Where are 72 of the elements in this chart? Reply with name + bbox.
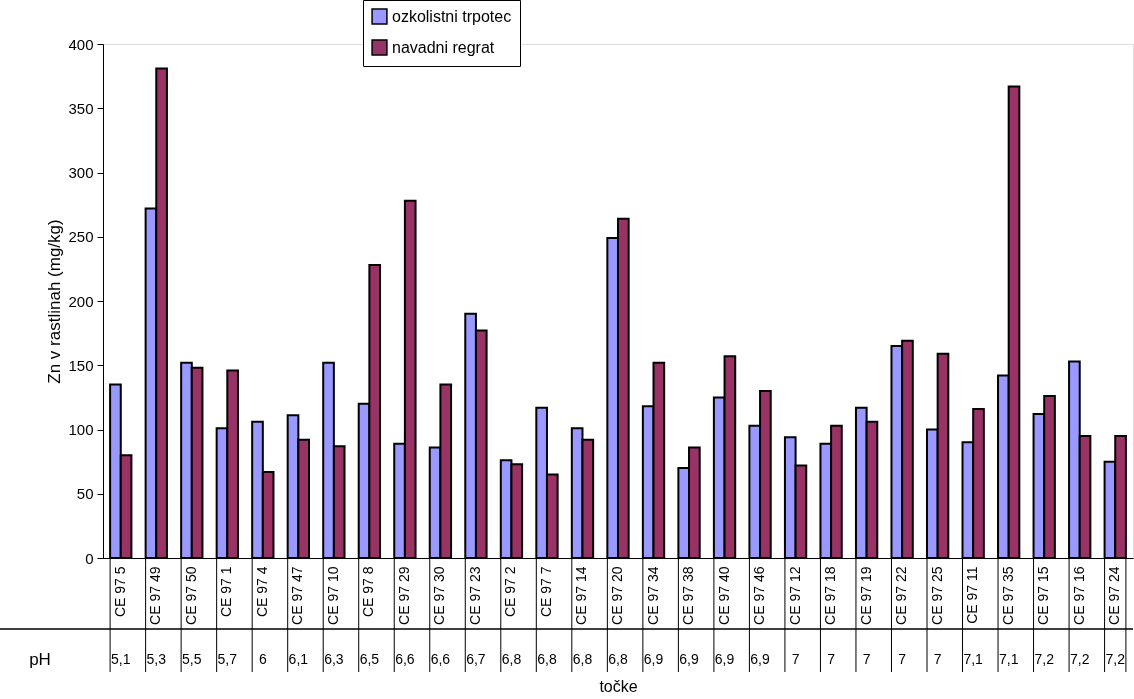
text: 5,1: [111, 651, 131, 667]
y-tick-label: 300: [68, 164, 94, 181]
text: 7: [791, 651, 800, 667]
x-tick-label: CE 97 20: [609, 566, 625, 625]
x-tick-label: CE 97 10: [324, 566, 341, 625]
x-tick-label: CE 97 38: [680, 566, 697, 625]
text: 6: [258, 651, 267, 667]
text: 6,8: [608, 651, 628, 667]
text: 6,9: [679, 651, 699, 667]
x-tick-label: CE 97 49: [147, 566, 164, 625]
text: 6,3: [324, 651, 344, 667]
text: 5,3: [146, 651, 167, 667]
text: 5,5: [182, 651, 202, 667]
x-tick-label: CE 97 5: [111, 566, 128, 618]
x-tick-label: CE 97 25: [928, 566, 945, 625]
x-tick-label: CE 97 12: [786, 566, 803, 625]
x-tick-label: CE 97 23: [466, 566, 483, 625]
text: 7,2: [1034, 651, 1055, 667]
text: 6,6: [430, 651, 451, 667]
text: 7: [898, 651, 907, 667]
y-tick-label: 150: [68, 356, 94, 374]
text: 6,1: [288, 651, 309, 667]
text: 6,5: [359, 651, 380, 667]
x-tick-label: CE 97 47: [289, 566, 306, 625]
y-tick-label: 250: [68, 228, 94, 246]
x-tick-label: CE 97 30: [431, 566, 448, 625]
legend-label: navadni regrat: [392, 38, 495, 56]
x-tick-label: CE 97 1: [218, 566, 235, 618]
x-axis-title: točke: [599, 677, 638, 695]
y-tick-label: 400: [68, 35, 94, 53]
x-tick-label: CE 97 24: [1106, 566, 1123, 625]
legend-label: ozkolistni trpotec: [392, 7, 512, 25]
x-tick-label: CE 97 22: [893, 566, 910, 625]
x-tick-label: CE 97 8: [360, 566, 377, 618]
x-tick-label: CE 97 14: [573, 566, 590, 625]
x-tick-label: CE 97 34: [644, 566, 661, 625]
text: 6,6: [395, 651, 415, 667]
text: 7: [827, 651, 836, 667]
text: 6,9: [750, 651, 771, 667]
text: pH: [29, 650, 51, 669]
y-tick-label: 200: [68, 292, 94, 310]
text: 6,8: [572, 651, 593, 667]
text: 6,8: [537, 651, 557, 667]
y-tick-label: 50: [76, 485, 94, 503]
x-tick-label: CE 97 35: [999, 566, 1016, 625]
y-tick-label: 0: [85, 549, 94, 567]
x-tick-label: CE 97 4: [253, 566, 270, 618]
x-tick-label: CE 97 40: [715, 566, 732, 625]
x-tick-label: CE 97 11: [964, 566, 981, 624]
x-tick-label: CE 97 2: [502, 566, 519, 618]
text: 7,2: [1105, 651, 1126, 667]
text: 6,9: [643, 651, 664, 667]
y-axis-title: Zn v rastlinah (mg/kg): [45, 219, 65, 384]
x-tick-label: CE 97 29: [395, 566, 412, 625]
text: 7,1: [963, 651, 984, 667]
x-tick-label: CE 97 19: [857, 566, 874, 625]
text: 7,2: [1069, 651, 1090, 667]
x-tick-label: CE 97 50: [182, 566, 199, 625]
x-tick-label: CE 97 15: [1035, 566, 1052, 625]
y-tick-label: 350: [68, 99, 94, 117]
text: 6,7: [466, 651, 486, 667]
x-tick-label: CE 97 16: [1070, 566, 1087, 625]
x-tick-label: CE 97 18: [822, 566, 839, 625]
text: 6,8: [501, 651, 522, 667]
y-tick-label: 100: [68, 421, 94, 438]
text: 7: [933, 651, 942, 667]
text: 6,9: [714, 651, 735, 667]
x-tick-label: CE 97 7: [537, 566, 554, 618]
text: 7: [862, 651, 871, 667]
text: 5,7: [217, 651, 238, 667]
text: 7,1: [998, 651, 1019, 667]
x-tick-label: CE 97 46: [751, 566, 768, 625]
